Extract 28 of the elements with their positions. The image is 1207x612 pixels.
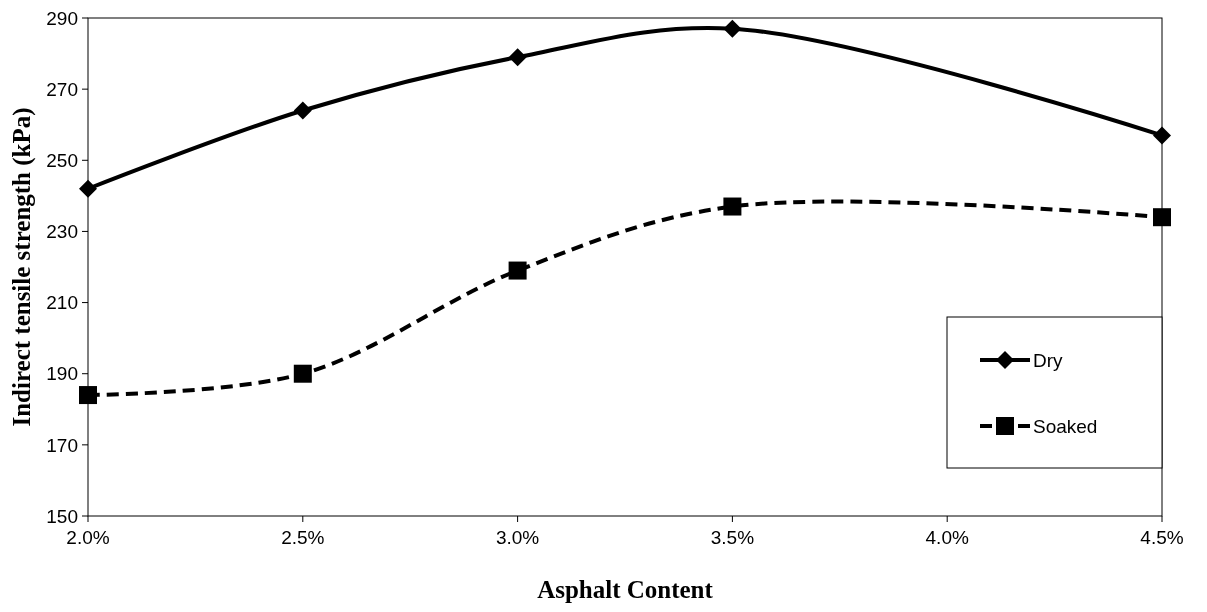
x-tick-label: 4.0% bbox=[925, 527, 969, 548]
x-tick-label: 2.0% bbox=[66, 527, 110, 548]
x-axis-title: Asphalt Content bbox=[537, 576, 714, 603]
x-tick-label: 4.5% bbox=[1140, 527, 1184, 548]
point bbox=[79, 179, 97, 198]
x-tick-label: 3.0% bbox=[495, 527, 540, 548]
y-tick-label: 270 bbox=[46, 78, 78, 100]
y-tick-label: 250 bbox=[46, 149, 78, 171]
point bbox=[723, 197, 742, 216]
point bbox=[508, 261, 527, 280]
y-tick-label: 150 bbox=[46, 505, 78, 527]
point bbox=[1153, 126, 1171, 145]
x-tick-label: 3.5% bbox=[710, 527, 755, 548]
legend-label: Dry bbox=[1033, 349, 1064, 371]
point bbox=[293, 364, 312, 383]
point bbox=[79, 386, 97, 405]
legend-label: Soaked bbox=[1033, 415, 1098, 437]
point bbox=[293, 101, 312, 120]
y-tick-label: 170 bbox=[46, 434, 78, 456]
y-tick-label: 230 bbox=[46, 221, 78, 243]
point bbox=[1153, 208, 1171, 227]
y-tick-label: 290 bbox=[46, 7, 78, 29]
point bbox=[723, 19, 742, 38]
point bbox=[508, 48, 527, 67]
y-tick-label: 190 bbox=[46, 363, 78, 385]
x-tick-label: 2.5% bbox=[281, 527, 325, 548]
y-tick-label: 210 bbox=[46, 292, 78, 314]
y-axis-title: Indirect tensile strength (kPa) bbox=[8, 107, 36, 427]
